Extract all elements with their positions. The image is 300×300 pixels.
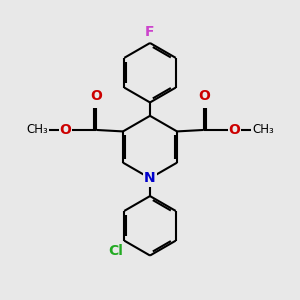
Text: O: O <box>90 89 102 103</box>
Text: CH₃: CH₃ <box>26 123 48 136</box>
Text: O: O <box>198 89 210 103</box>
Text: Cl: Cl <box>108 244 123 258</box>
Text: O: O <box>228 123 240 137</box>
Text: CH₃: CH₃ <box>252 123 274 136</box>
Text: N: N <box>144 171 156 185</box>
Text: O: O <box>60 123 72 137</box>
Text: F: F <box>145 25 155 38</box>
